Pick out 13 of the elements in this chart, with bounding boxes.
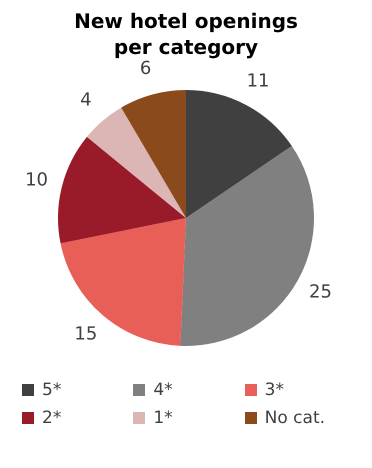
data-label: 25 [309, 282, 332, 303]
legend-label: 1* [153, 408, 173, 428]
data-label: 11 [246, 70, 270, 92]
legend-label: No cat. [264, 408, 326, 428]
data-label: 10 [25, 170, 48, 191]
legend-label: 4* [153, 380, 173, 400]
legend-label: 2* [42, 408, 62, 428]
legend-label: 3* [264, 380, 284, 400]
data-label: 15 [74, 324, 98, 345]
legend-label: 5* [42, 380, 62, 400]
chart-title: New hotel openings per category [73, 8, 299, 60]
data-label: 4 [80, 90, 92, 111]
data-label: 6 [140, 58, 152, 80]
